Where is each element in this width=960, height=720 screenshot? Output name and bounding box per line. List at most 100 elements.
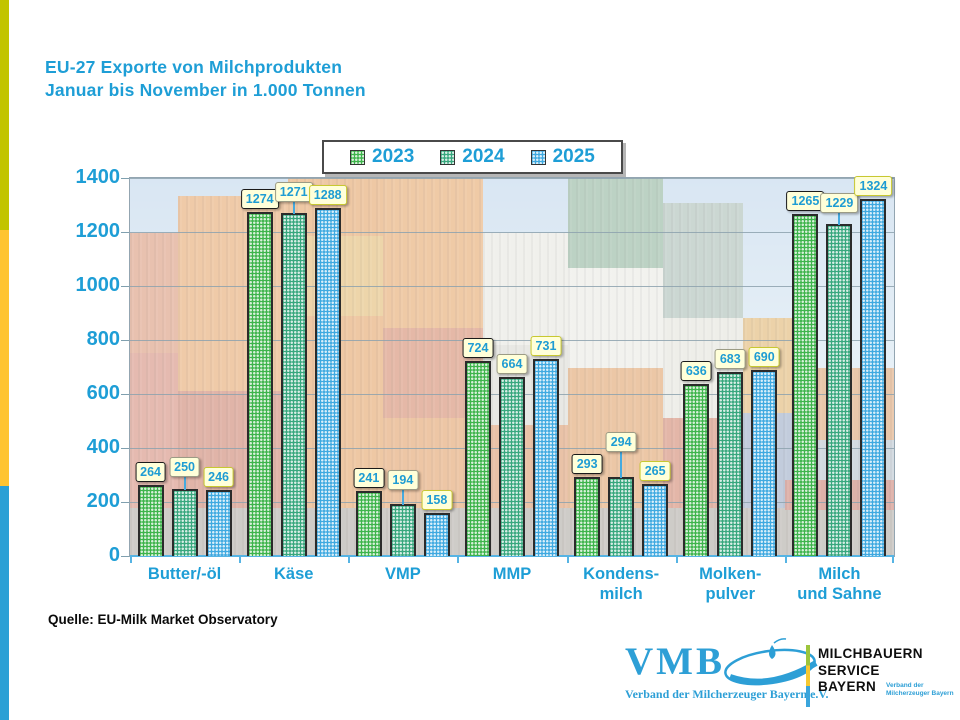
bar-group-2: 1274 1271 1288: [239, 178, 348, 556]
bar-value-label: 731: [530, 335, 562, 356]
x-tick-mark: [348, 557, 351, 563]
gridline-1000: [130, 286, 894, 287]
legend-label-2025: 2025: [552, 146, 595, 167]
vmb-logo-text: VMB: [625, 640, 725, 683]
bar-value-label: 194: [387, 469, 419, 490]
x-category-label-line: Butter/-öl: [147, 565, 222, 583]
legend-swatch-2023: [350, 149, 365, 165]
bar-2024-cat7: [826, 224, 853, 556]
milchbauern-service-bayern-text: MILCHBAUERN SERVICE BAYERN: [818, 646, 923, 696]
bar-value-label: 158: [421, 490, 453, 511]
bar-group-5: 293 294 265: [567, 178, 676, 556]
bar-2025-cat7: [860, 198, 887, 556]
x-category-label-1: Butter/-öl: [130, 564, 239, 584]
bar-group-4: 724 664 731: [457, 178, 566, 556]
gridline-800: [130, 340, 894, 341]
bar-value-label: 241: [353, 467, 385, 488]
x-category-label-line: VMP: [384, 565, 421, 583]
bar-2025-cat3: [423, 513, 450, 556]
bar-value-label: 1271: [274, 181, 313, 202]
bar-value-label: 265: [639, 461, 671, 482]
vmb-ellipse-drop-icon: [724, 638, 818, 686]
legend-item-2023: 2023: [350, 146, 414, 168]
msb-small-line1: Verband der: [886, 682, 924, 689]
bar-value-label: 690: [748, 346, 780, 367]
gridline-1400: [130, 178, 894, 179]
y-tick-mark-600: [121, 394, 130, 395]
y-tick-label-400: 400: [86, 436, 120, 458]
bar-value-label: 1229: [820, 193, 859, 214]
bar-value-label: 250: [169, 456, 200, 477]
y-tick-mark-0: [121, 556, 130, 557]
vmb-logo-subtitle: Verband der Milcherzeuger Bayern e.V.: [625, 687, 829, 701]
gridline-1200: [130, 232, 894, 233]
edge-band-blue: [0, 486, 9, 720]
x-category-label-line: Käse: [273, 565, 314, 583]
x-axis-ticks: [130, 557, 894, 564]
x-tick-mark: [566, 557, 569, 563]
bar-group-7: 1265 1229 1324: [785, 175, 894, 556]
bar-2023-cat4: [464, 360, 491, 556]
x-category-label-5: Kondens-milch: [567, 564, 676, 604]
label-leader-line: [183, 476, 186, 490]
y-tick-label-600: 600: [86, 382, 120, 404]
x-tick-mark: [675, 557, 678, 563]
bar-value-label: 636: [680, 361, 712, 382]
legend-label-2023: 2023: [372, 146, 415, 167]
legend-swatch-2024: [440, 149, 456, 165]
bar-value-label: 1265: [786, 191, 825, 212]
bar-2024-cat5: [608, 476, 635, 556]
bar-2023-cat1: [137, 484, 164, 556]
bar-2024-cat1: [171, 488, 198, 556]
label-leader-line: [620, 451, 623, 478]
x-category-label-2: Käse: [239, 564, 348, 584]
chart-title-line1: EU-27 Exporte von Milchprodukten: [45, 57, 343, 77]
legend-item-2024: 2024: [440, 146, 505, 168]
y-tick-label-200: 200: [86, 490, 120, 512]
legend-swatch-2025: [530, 149, 546, 165]
bar-2023-cat7: [792, 214, 819, 556]
bar-2024-cat4: [498, 376, 525, 556]
bar-value-label: 664: [496, 353, 528, 374]
x-category-label-line: Milch: [818, 565, 861, 583]
bar-2024-cat2: [280, 212, 307, 556]
x-category-label-line: MMP: [492, 565, 532, 583]
bar-2023-cat3: [355, 490, 382, 556]
x-tick-mark: [130, 557, 132, 563]
x-category-label-line: Molken-: [699, 565, 762, 583]
y-tick-mark-1200: [121, 232, 130, 233]
legend-label-2024: 2024: [462, 146, 505, 167]
bar-group-1: 264 250 246: [130, 178, 239, 556]
bar-value-label: 293: [571, 453, 603, 474]
bar-2025-cat4: [532, 358, 559, 556]
bar-value-label: 1324: [854, 175, 893, 196]
x-category-label-line: pulver: [705, 585, 756, 603]
msb-line3: BAYERN: [818, 679, 877, 694]
x-tick-mark: [457, 557, 460, 563]
bar-2025-cat5: [642, 484, 669, 556]
x-category-label-line: milch: [599, 585, 643, 603]
bar-2025-cat2: [314, 208, 341, 556]
x-category-label-6: Molken-pulver: [676, 564, 785, 604]
legend-item-2025: 2025: [530, 146, 595, 168]
x-category-label-7: Milch und Sahne: [785, 564, 894, 604]
y-axis-labels: 0 200 400 600 800 1000 1200 1400: [30, 166, 121, 566]
y-tick-mark-400: [121, 448, 130, 449]
x-axis-line: [130, 555, 894, 557]
y-tick-mark-1400: [121, 178, 130, 179]
chart-title: EU-27 Exporte von Milchprodukten Januar …: [45, 56, 366, 102]
source-note: Quelle: EU-Milk Market Observatory: [48, 612, 278, 627]
label-leader-line: [401, 489, 404, 505]
edge-band-yellow: [0, 230, 9, 486]
y-axis-ticks: [121, 178, 130, 557]
bar-group-3: 241 194 158: [348, 178, 457, 556]
label-leader-line: [292, 201, 295, 214]
y-tick-label-0: 0: [108, 544, 120, 566]
bar-2023-cat2: [246, 212, 273, 556]
msb-line2: SERVICE: [818, 662, 880, 678]
bar-group-6: 636 683 690: [676, 178, 785, 556]
chart-legend: 2023 2024 2025: [322, 140, 623, 174]
edge-band-green: [0, 0, 9, 230]
label-leader-line: [838, 213, 841, 226]
bar-2025-cat1: [205, 489, 232, 556]
